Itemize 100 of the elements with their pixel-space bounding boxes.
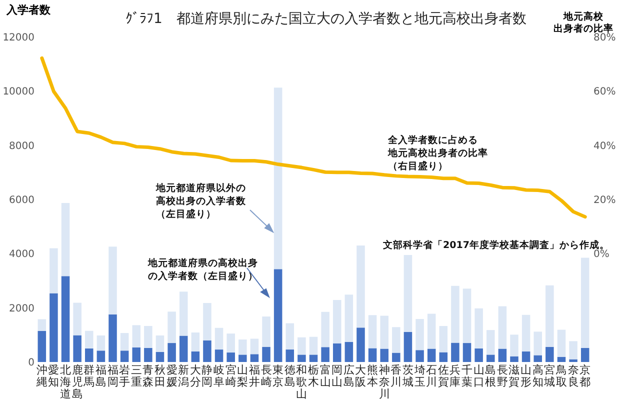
bar (416, 350, 424, 362)
x-tick-label: 静岡 (202, 364, 213, 388)
bar (392, 352, 400, 362)
bar (486, 330, 495, 355)
x-tick-label: 岡山 (332, 364, 343, 388)
x-tick-label: 山梨 (237, 364, 248, 388)
bar (321, 312, 330, 348)
bar (262, 346, 270, 362)
bar (250, 354, 259, 362)
y-tick-label: 8000 (9, 140, 34, 152)
bar (226, 334, 235, 353)
bar (168, 312, 176, 344)
bar (50, 248, 58, 294)
x-tick-label: 島根 (485, 364, 496, 388)
bar (286, 350, 294, 362)
y-tick-label: 10000 (2, 86, 34, 98)
x-tick-label: 香川 (390, 364, 402, 388)
bar (144, 348, 152, 362)
bar (451, 286, 460, 343)
y-tick-label: 2000 (9, 303, 34, 314)
bar (214, 328, 224, 350)
x-tick-label: 奈良 (568, 364, 579, 388)
bar (462, 288, 472, 344)
x-tick-label: 沖縄 (35, 364, 48, 388)
x-tick-label: 和歌山 (296, 364, 308, 400)
bar (474, 308, 483, 348)
bar (498, 348, 507, 362)
x-tick-label: 北海道 (60, 364, 72, 400)
bar (108, 314, 117, 362)
x-tick-label: 福島 (95, 364, 106, 388)
x-tick-label: 佐賀 (438, 364, 449, 388)
x-tick-label: 東京 (272, 364, 284, 388)
annotation: 地元都道府県以外の高校出身の入学者数（左目盛り） (155, 182, 247, 220)
bar (156, 335, 164, 352)
x-tick-label: 愛媛 (166, 364, 178, 388)
bar (580, 258, 590, 348)
bar (309, 354, 318, 362)
bar (522, 314, 530, 352)
bar (404, 332, 412, 362)
bar (309, 336, 318, 355)
bar (498, 306, 507, 349)
bar (85, 348, 94, 362)
bar (368, 315, 377, 348)
bar (332, 300, 342, 344)
x-tick-label: 岐阜 (214, 364, 225, 388)
bar (132, 347, 141, 362)
x-tick-label: 長崎 (260, 364, 272, 388)
bar (274, 88, 282, 270)
bar (546, 346, 554, 362)
bar (38, 319, 46, 331)
x-tick-label: 三重 (130, 364, 142, 388)
y2-tick-label: 60% (594, 86, 616, 98)
x-tick-label: 鳥取 (554, 364, 567, 388)
x-tick-label: 長野 (496, 364, 508, 388)
bar (439, 326, 448, 352)
bar (439, 352, 448, 362)
line-series (40, 56, 587, 219)
bar (557, 356, 566, 362)
bar (203, 340, 212, 362)
x-tick-label: 広島 (343, 364, 354, 388)
y2-tick-label: 0% (594, 249, 610, 260)
bar (96, 350, 106, 362)
x-tick-label: 富山 (320, 364, 331, 388)
bar (132, 325, 141, 348)
bar (510, 334, 518, 356)
bar (368, 348, 377, 362)
x-tick-label: 青森 (142, 364, 154, 388)
y-tick-label: 6000 (9, 195, 34, 206)
bar (214, 350, 224, 362)
x-tick-label: 群馬 (82, 364, 95, 388)
bar (427, 314, 436, 349)
bar (356, 328, 365, 362)
x-tick-label: 茨城 (401, 364, 414, 388)
bar (474, 348, 483, 362)
bar (356, 246, 365, 328)
bar (238, 340, 247, 355)
x-tick-label: 大阪 (355, 364, 366, 388)
bar (191, 332, 200, 352)
y2-tick-label: 20% (594, 195, 616, 206)
x-tick-label: 京都 (580, 364, 591, 388)
y2-tick-label: 40% (594, 140, 616, 152)
y2-axis-title: 地元高校出身者の比率 (554, 10, 614, 34)
bar (522, 351, 530, 362)
x-tick-label: 山口 (473, 364, 484, 388)
bar (120, 350, 129, 362)
bar (120, 333, 129, 351)
y-tick-label: 0 (28, 358, 34, 368)
bar (73, 335, 82, 362)
bar (61, 276, 70, 362)
bar (404, 255, 412, 332)
x-tick-label: 熊本 (367, 364, 378, 388)
bar (286, 323, 294, 350)
bar (380, 316, 388, 349)
bar (38, 330, 46, 362)
bar (262, 316, 270, 347)
x-tick-label: 福井 (248, 364, 260, 388)
bar (427, 348, 436, 362)
y-axis-title: 入学者数 (6, 4, 52, 16)
bar (416, 318, 424, 350)
x-tick-label: 福岡 (107, 364, 118, 388)
